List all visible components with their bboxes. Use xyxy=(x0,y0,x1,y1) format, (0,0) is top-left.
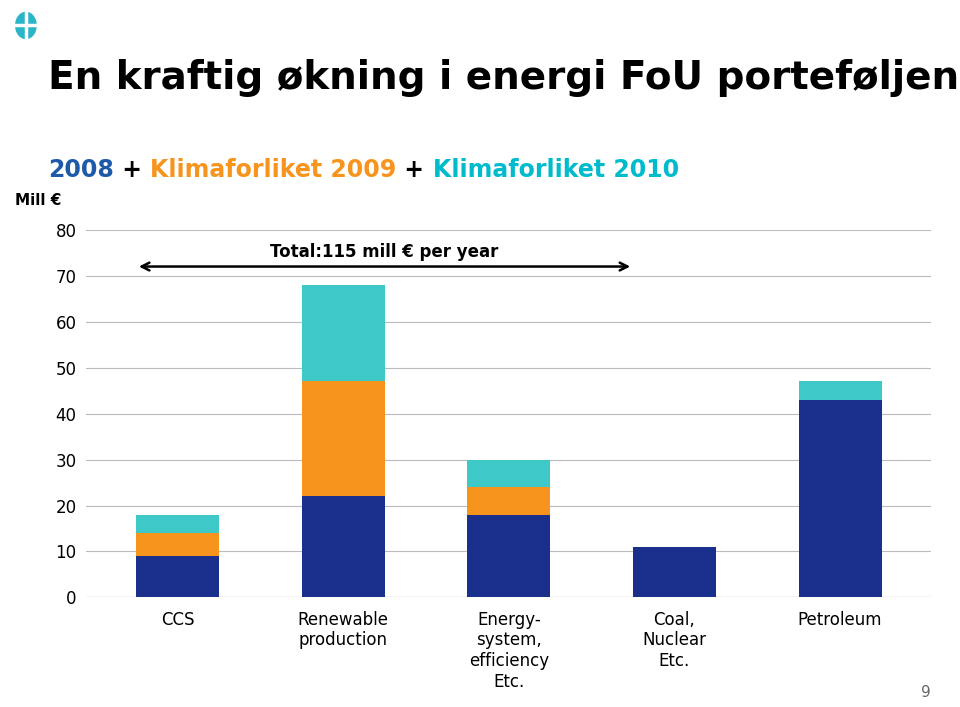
Bar xyxy=(301,496,385,597)
Bar xyxy=(136,556,219,597)
Bar xyxy=(301,285,385,381)
Bar xyxy=(136,515,219,533)
Text: Mill €: Mill € xyxy=(14,193,61,208)
Bar xyxy=(468,515,550,597)
Text: En kraftig økning i energi FoU porteføljen: En kraftig økning i energi FoU portefølj… xyxy=(48,59,959,98)
Text: +: + xyxy=(114,158,150,182)
Bar xyxy=(301,381,385,496)
Bar xyxy=(468,460,550,487)
Bar xyxy=(799,399,881,597)
Bar xyxy=(633,547,716,597)
Circle shape xyxy=(10,4,42,47)
Bar xyxy=(136,533,219,556)
Circle shape xyxy=(15,13,36,38)
Text: 2008: 2008 xyxy=(48,158,114,182)
Bar xyxy=(468,487,550,515)
Text: The Research Council
of Norway: The Research Council of Norway xyxy=(53,11,180,40)
Text: Klimaforliket 2010: Klimaforliket 2010 xyxy=(433,158,679,182)
Text: +: + xyxy=(396,158,433,182)
Text: Total:115 mill € per year: Total:115 mill € per year xyxy=(271,243,499,261)
Text: Klimaforliket 2009: Klimaforliket 2009 xyxy=(150,158,396,182)
Bar xyxy=(799,381,881,399)
Text: 9: 9 xyxy=(922,685,931,700)
